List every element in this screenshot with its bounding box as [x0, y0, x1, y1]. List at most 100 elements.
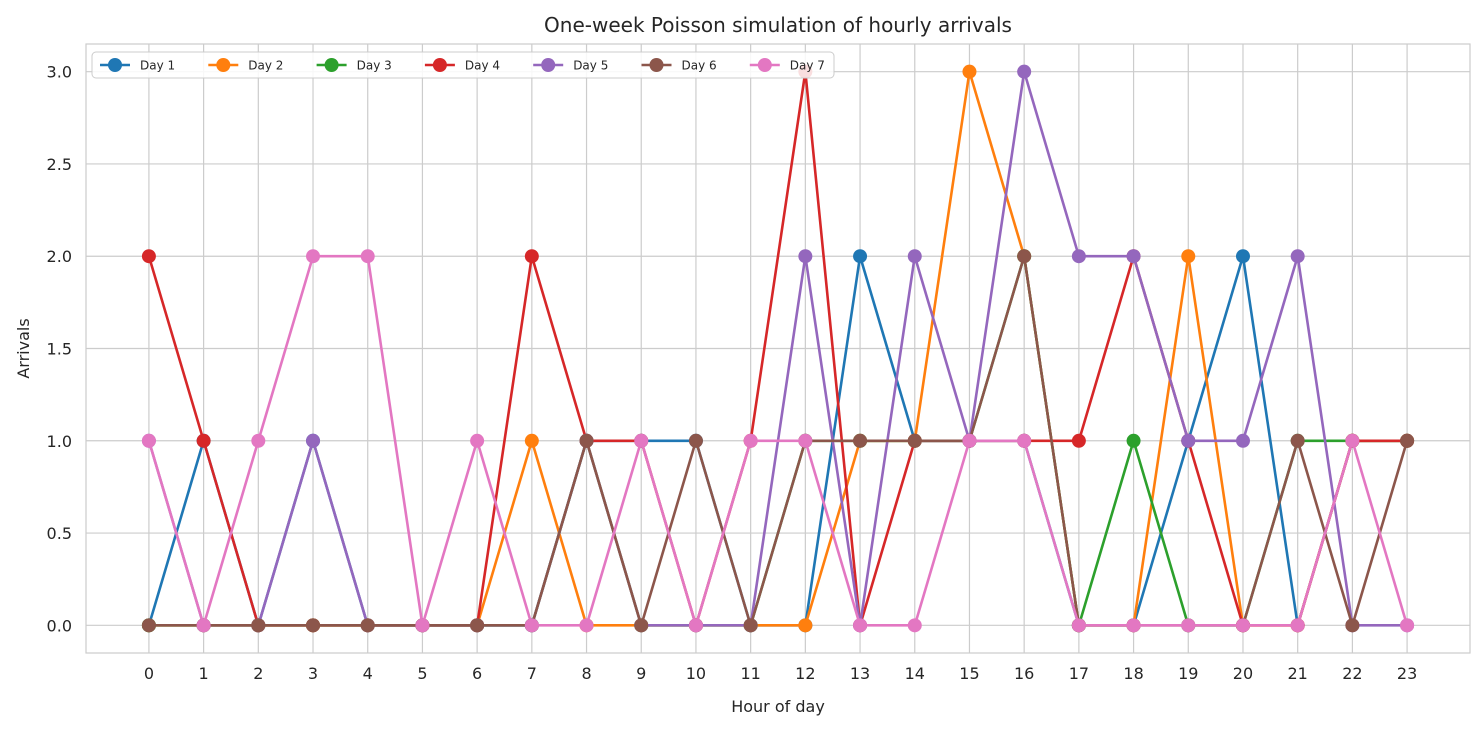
legend-swatch-marker: [108, 58, 122, 72]
data-point: [1071, 249, 1086, 264]
data-point: [360, 249, 375, 264]
y-tick-label: 3.0: [47, 63, 72, 82]
data-point: [141, 433, 156, 448]
legend-label: Day 1: [140, 59, 175, 73]
data-point: [907, 433, 922, 448]
x-tick-label: 22: [1342, 664, 1362, 683]
data-point: [306, 433, 321, 448]
data-point: [470, 433, 485, 448]
y-tick-label: 2.5: [47, 155, 72, 174]
series-line: [147, 254, 1409, 627]
data-point: [470, 618, 485, 633]
legend-item: Day 5: [533, 58, 608, 73]
data-point: [907, 618, 922, 633]
x-tick-label: 9: [636, 664, 646, 683]
x-tick-label: 19: [1178, 664, 1198, 683]
legend-swatch-marker: [649, 58, 664, 72]
data-point: [798, 618, 813, 633]
data-point: [1345, 618, 1360, 633]
x-tick-label: 2: [253, 664, 263, 683]
legend-item: Day 1: [100, 58, 175, 73]
data-point: [1235, 249, 1250, 264]
data-point: [1235, 433, 1250, 448]
legend-item: Day 7: [749, 58, 825, 73]
legend-swatch-marker: [757, 58, 772, 72]
data-point: [196, 618, 211, 633]
data-point: [853, 618, 868, 633]
x-tick-label: 14: [905, 664, 925, 683]
data-point: [1400, 433, 1415, 448]
x-tick-label: 13: [850, 664, 870, 683]
legend-swatch-marker: [216, 58, 231, 72]
data-point: [1126, 618, 1141, 633]
data-point: [634, 618, 649, 633]
data-point: [798, 433, 813, 448]
data-point: [524, 249, 539, 264]
y-tick-label: 0.5: [47, 524, 72, 543]
x-tick-label: 0: [144, 664, 154, 683]
legend-label: Day 3: [357, 59, 392, 73]
data-point: [1290, 249, 1305, 264]
data-point: [1400, 618, 1415, 633]
data-point: [524, 433, 539, 448]
data-point: [1017, 433, 1032, 448]
data-point: [1071, 618, 1086, 633]
legend-label: Day 5: [573, 59, 608, 73]
x-tick-label: 5: [417, 664, 427, 683]
data-point: [907, 249, 922, 264]
data-point: [579, 433, 594, 448]
data-point: [1181, 618, 1196, 633]
y-tick-label: 1.0: [47, 432, 72, 451]
data-point: [306, 249, 321, 264]
data-point: [141, 618, 156, 633]
data-point: [962, 64, 977, 79]
legend-item: Day 3: [316, 58, 392, 73]
x-tick-label: 16: [1014, 664, 1034, 683]
data-point: [853, 249, 868, 264]
legend-item: Day 6: [641, 58, 717, 73]
legend-label: Day 6: [682, 59, 717, 73]
x-tick-label: 12: [795, 664, 815, 683]
x-tick-label: 6: [472, 664, 482, 683]
x-tick-label: 7: [527, 664, 537, 683]
legend-item: Day 4: [424, 58, 500, 73]
chart-title: One-week Poisson simulation of hourly ar…: [544, 13, 1012, 37]
x-tick-label: 15: [959, 664, 979, 683]
x-tick-label: 23: [1397, 664, 1417, 683]
data-point: [1017, 249, 1032, 264]
data-point: [524, 618, 539, 633]
y-axis-label: Arrivals: [14, 318, 33, 378]
data-point: [1290, 433, 1305, 448]
data-point: [1181, 433, 1196, 448]
x-tick-label: 21: [1288, 664, 1308, 683]
y-tick-label: 2.0: [47, 247, 72, 266]
data-point: [141, 249, 156, 264]
series-lines: [141, 64, 1415, 633]
legend-swatch-marker: [432, 58, 447, 72]
data-point: [743, 618, 758, 633]
x-axis-label: Hour of day: [731, 697, 825, 716]
data-point: [798, 249, 813, 264]
x-tick-label: 8: [581, 664, 591, 683]
series-7: [141, 249, 1415, 633]
legend-label: Day 2: [248, 59, 283, 73]
data-point: [962, 433, 977, 448]
legend-swatch-marker: [541, 58, 556, 72]
x-tick-label: 11: [740, 664, 760, 683]
data-point: [196, 433, 211, 448]
data-point: [1126, 249, 1141, 264]
y-tick-label: 0.0: [47, 616, 72, 635]
x-tick-label: 20: [1233, 664, 1253, 683]
x-tick-label: 4: [363, 664, 373, 683]
y-tick-label: 1.5: [47, 340, 72, 359]
data-point: [1345, 433, 1360, 448]
data-point: [415, 618, 430, 633]
data-point: [1071, 433, 1086, 448]
data-point: [634, 433, 649, 448]
x-tick-label: 1: [199, 664, 209, 683]
x-tick-label: 18: [1123, 664, 1143, 683]
x-tick-label: 10: [686, 664, 706, 683]
